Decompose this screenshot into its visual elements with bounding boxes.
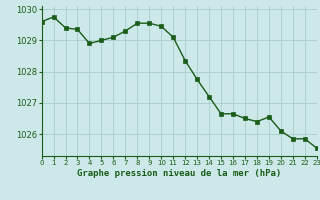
X-axis label: Graphe pression niveau de la mer (hPa): Graphe pression niveau de la mer (hPa) (77, 169, 281, 178)
